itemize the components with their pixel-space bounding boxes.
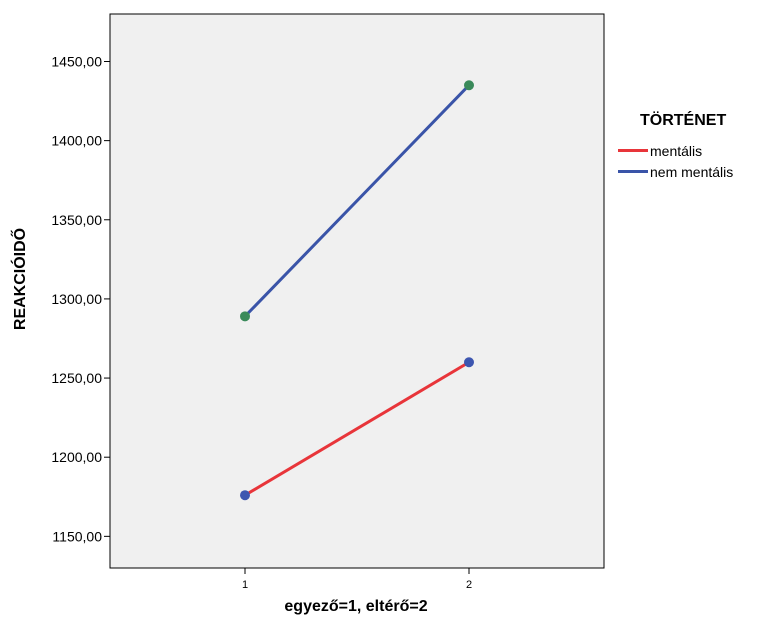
legend-title: TÖRTÉNET <box>640 112 727 129</box>
y-tick-label: 1150,00 <box>52 528 102 544</box>
plot-area <box>109 13 605 569</box>
legend-swatch-nem-mentalis <box>618 170 648 173</box>
legend-label-nem-mentalis: nem mentális <box>650 163 734 180</box>
data-point-1-1 <box>464 80 474 91</box>
legend-swatch-mentalis <box>618 149 648 152</box>
legend-label-mentalis: mentális <box>650 142 703 159</box>
series-layer <box>240 80 474 501</box>
x-axis-label: egyező=1, eltérő=2 <box>284 598 427 615</box>
data-point-0-1 <box>464 357 474 368</box>
x-tick-label: 2 <box>466 579 472 591</box>
y-tick-label: 1250,00 <box>51 370 102 386</box>
x-tick-label: 1 <box>242 579 248 591</box>
y-tick-label: 1400,00 <box>51 133 102 149</box>
series-line-1 <box>243 84 471 318</box>
y-axis-label: REAKCIÓIDŐ <box>10 228 29 330</box>
data-point-0-0 <box>240 490 250 501</box>
y-tick-label: 1300,00 <box>51 291 102 307</box>
legend-item-mentalis: mentális <box>618 140 733 161</box>
legend-item-nem-mentalis: nem mentális <box>618 161 733 182</box>
series-line-0 <box>244 360 470 497</box>
y-tick-label: 1200,00 <box>51 449 102 465</box>
y-axis: 1150,00 1200,00 1250,00 1300,00 1350,00 1400,… <box>51 53 110 544</box>
legend: TÖRTÉNET mentális nem mentális <box>618 112 733 182</box>
y-tick-label: 1450,00 <box>51 53 102 69</box>
data-point-1-0 <box>240 311 250 322</box>
y-tick-label: 1350,00 <box>51 212 102 228</box>
